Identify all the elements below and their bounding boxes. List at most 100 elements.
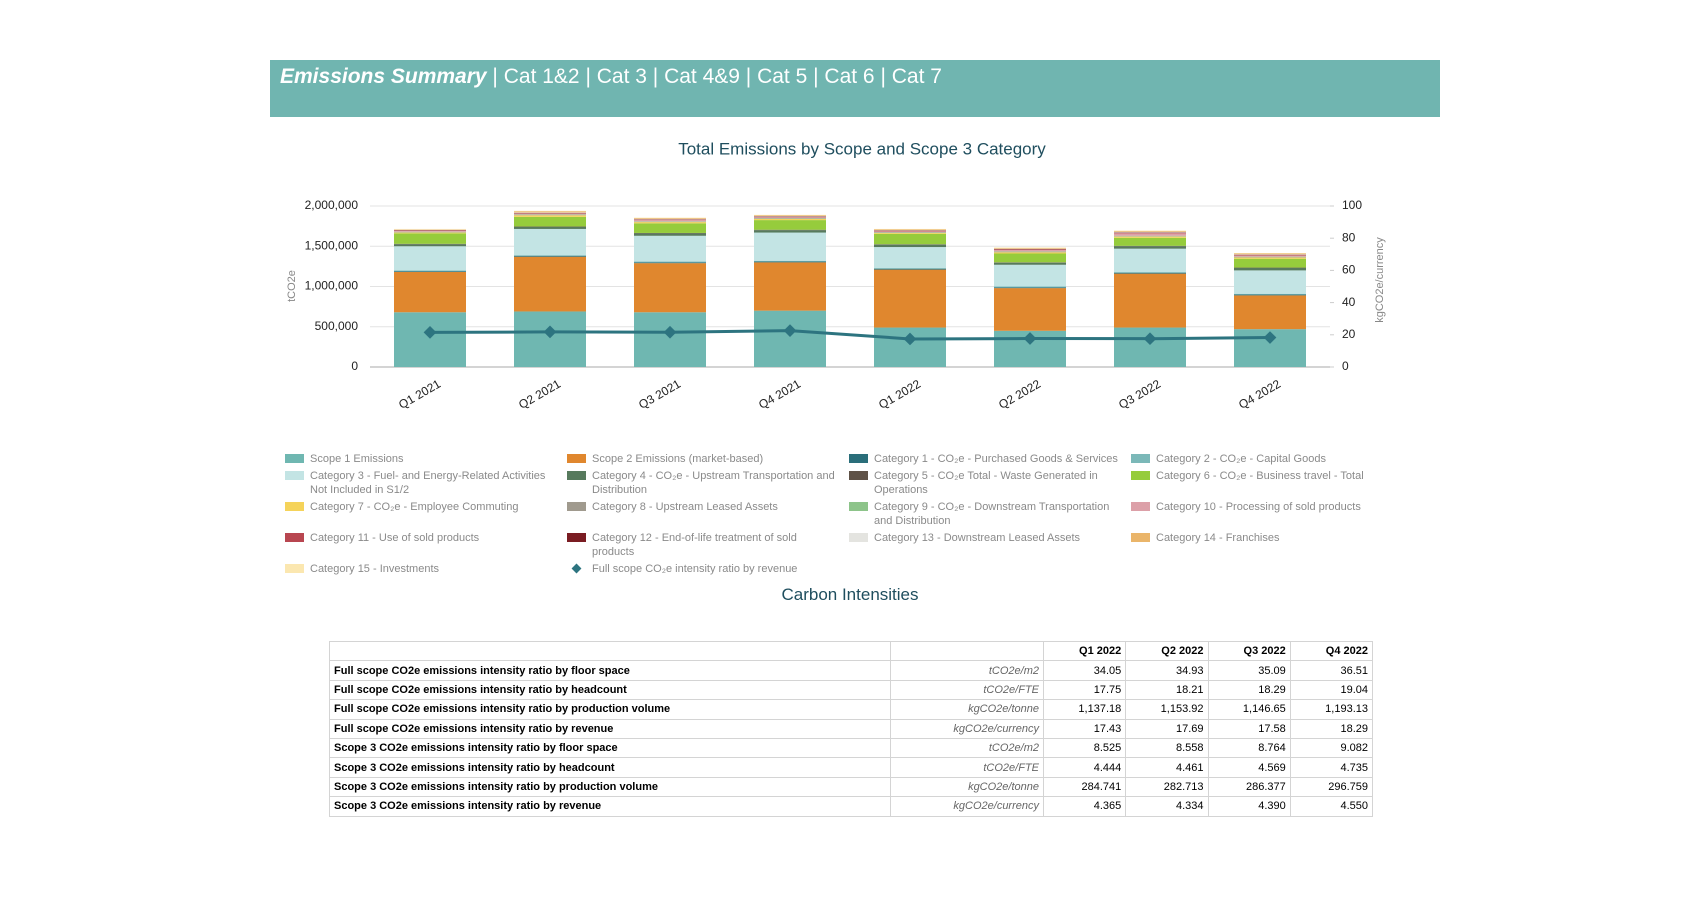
bar-segment (394, 312, 466, 367)
bar-segment (874, 267, 946, 269)
bar-segment (634, 233, 706, 236)
legend-item[interactable]: Scope 2 Emissions (market-based) (567, 452, 841, 466)
value-cell: 4.334 (1125, 796, 1209, 817)
value-cell: 8.525 (1042, 737, 1127, 759)
legend-item[interactable]: Full scope CO₂e intensity ratio by reven… (567, 562, 841, 576)
value-cell: 8.764 (1207, 737, 1291, 759)
legend-item[interactable]: Category 4 - CO₂e - Upstream Transportat… (567, 469, 841, 497)
bar-segment (1234, 255, 1306, 257)
y2-tick-label: 80 (1342, 230, 1356, 244)
legend-item[interactable]: Category 6 - CO₂e - Business travel - To… (1131, 469, 1405, 497)
tab[interactable]: Cat 4&9 (647, 65, 740, 88)
legend-item[interactable]: Category 8 - Upstream Leased Assets (567, 500, 841, 528)
legend-item[interactable]: Category 5 - CO₂e Total - Waste Generate… (849, 469, 1123, 497)
value-cell: 35.09 (1207, 660, 1291, 681)
table-row: Full scope CO2e emissions intensity rati… (329, 660, 1374, 681)
bar-segment (1234, 295, 1306, 330)
row-unit: tCO2e/FTE (890, 679, 1044, 701)
bar-segment (994, 249, 1066, 252)
bar-segment (874, 268, 946, 270)
legend-item[interactable]: Category 15 - Investments (285, 562, 559, 576)
bar-segment (514, 255, 586, 257)
legend-item[interactable]: Category 10 - Processing of sold product… (1131, 500, 1405, 528)
bar-segment (634, 262, 706, 264)
tab[interactable]: Cat 7 (875, 65, 942, 88)
bar-segment (874, 269, 946, 328)
bar-segment (634, 263, 706, 313)
value-cell: 282.713 (1125, 776, 1209, 798)
legend-item[interactable]: Category 9 - CO₂e - Downstream Transport… (849, 500, 1123, 528)
row-unit: tCO2e/m2 (890, 737, 1044, 759)
row-unit: kgCO2e/currency (890, 718, 1044, 739)
value-cell: 17.58 (1207, 718, 1291, 739)
y2-tick-label: 20 (1342, 327, 1356, 341)
legend-item[interactable]: Category 13 - Downstream Leased Assets (849, 531, 1123, 559)
row-label: Full scope CO2e emissions intensity rati… (329, 699, 891, 720)
header-title[interactable]: Emissions Summary (280, 65, 487, 88)
x-tick-label: Q4 2022 (1236, 377, 1283, 412)
bar-segment (994, 286, 1066, 288)
row-unit: kgCO2e/tonne (890, 776, 1044, 798)
legend-swatch (567, 533, 586, 542)
header-cell (890, 640, 1044, 662)
bar-segment (394, 232, 466, 234)
bar-segment (1114, 246, 1186, 249)
legend-item[interactable]: Category 2 - CO₂e - Capital Goods (1131, 452, 1405, 466)
legend-item[interactable]: Category 7 - CO₂e - Employee Commuting (285, 500, 559, 528)
value-cell: 8.558 (1125, 737, 1209, 759)
y-tick-label: 500,000 (315, 319, 359, 333)
x-tick-label: Q1 2021 (396, 377, 443, 412)
bar-segment (994, 252, 1066, 254)
tab[interactable]: Cat 1&2 (487, 65, 580, 88)
legend-label: Category 9 - CO₂e - Downstream Transport… (874, 501, 1110, 527)
value-cell: 34.05 (1042, 660, 1127, 681)
bar-segment (514, 215, 586, 217)
legend-label: Category 11 - Use of sold products (310, 532, 480, 544)
legend-swatch (849, 471, 868, 480)
bar-segment (994, 253, 1066, 263)
bar-segment (1114, 237, 1186, 246)
tab[interactable]: Cat 3 (580, 65, 647, 88)
bar-segment (394, 244, 466, 247)
bar-segment (1114, 248, 1186, 273)
bar-segment (1114, 230, 1186, 232)
x-tick-label: Q3 2021 (636, 377, 683, 412)
bar-segment (514, 255, 586, 256)
legend-label: Category 8 - Upstream Leased Assets (592, 501, 778, 513)
bar-segment (1114, 236, 1186, 238)
legend-item[interactable]: Scope 1 Emissions (285, 452, 559, 466)
legend-label: Category 3 - Fuel- and Energy-Related Ac… (310, 470, 546, 496)
bar-segment (754, 215, 826, 217)
legend-item[interactable]: Category 12 - End-of-life treatment of s… (567, 531, 841, 559)
legend-swatch (285, 533, 304, 542)
line-marker (423, 326, 437, 339)
value-cell: 4.461 (1125, 757, 1209, 778)
legend-swatch (849, 454, 868, 463)
x-tick-label: Q3 2022 (1116, 377, 1163, 412)
table-row: Scope 3 CO2e emissions intensity ratio b… (329, 757, 1374, 778)
value-cell: 286.377 (1207, 776, 1291, 798)
legend-marker (571, 563, 582, 574)
value-cell: 1,146.65 (1207, 699, 1291, 720)
bar-segment (994, 247, 1066, 249)
row-label: Full scope CO2e emissions intensity rati… (329, 718, 891, 739)
legend-item[interactable]: Category 3 - Fuel- and Energy-Related Ac… (285, 469, 559, 497)
value-cell: 17.43 (1042, 718, 1127, 739)
legend-swatch (285, 564, 304, 573)
table-row: Full scope CO2e emissions intensity rati… (329, 718, 1374, 739)
bar-segment (874, 247, 946, 268)
legend-swatch (849, 502, 868, 511)
tab[interactable]: Cat 6 (807, 65, 874, 88)
legend-item[interactable]: Category 1 - CO₂e - Purchased Goods & Se… (849, 452, 1123, 466)
table-body: Full scope CO2e emissions intensity rati… (329, 660, 1374, 817)
value-cell: 1,193.13 (1289, 699, 1374, 720)
legend-swatch (285, 502, 304, 511)
legend-label: Category 7 - CO₂e - Employee Commuting (310, 501, 519, 513)
legend-item[interactable]: Category 14 - Franchises (1131, 531, 1405, 559)
value-cell: 4.365 (1042, 796, 1127, 817)
x-tick-label: Q1 2022 (876, 377, 923, 412)
bar-segment (994, 288, 1066, 331)
tab[interactable]: Cat 5 (740, 65, 807, 88)
legend-item[interactable]: Category 11 - Use of sold products (285, 531, 559, 559)
bar-segment (994, 287, 1066, 289)
